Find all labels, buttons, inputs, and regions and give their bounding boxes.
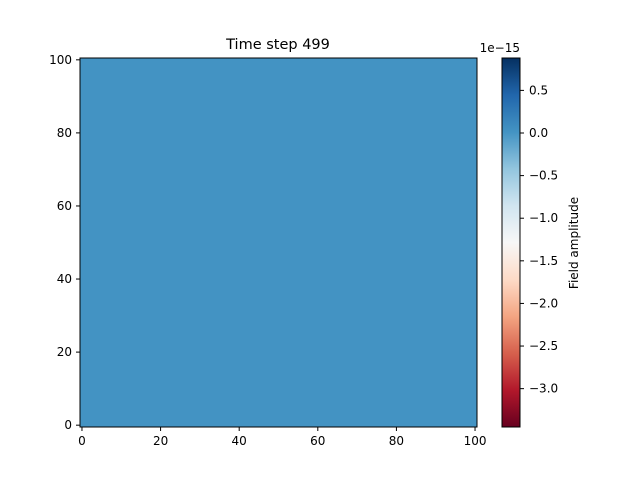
plot-frame	[79, 57, 478, 428]
y-tick-label: 60	[57, 199, 72, 213]
colorbar-tick-label: 0.5	[529, 83, 548, 97]
colorbar-bar	[501, 57, 521, 428]
chart-title: Time step 499	[225, 37, 330, 53]
y-tick-label: 20	[57, 345, 72, 359]
x-tick-label: 100	[464, 434, 487, 448]
y-axis: 0 20 40 60 80 100	[49, 53, 80, 432]
colorbar-label: Field amplitude	[567, 197, 581, 289]
colorbar-tick-label: −1.5	[529, 254, 558, 268]
colorbar: 0.5 0.0 −0.5 −1.0 −1.5 −2.0 −2.5 −3.0 1e−15 Fie…	[480, 41, 581, 428]
heatmap-field	[80, 58, 477, 427]
colorbar-tick-label: 0.0	[529, 126, 548, 140]
colorbar-tick-label: −3.0	[529, 382, 558, 396]
colorbar-tick-label: −0.5	[529, 169, 558, 183]
x-tick-label: 40	[232, 434, 247, 448]
y-tick-label: 40	[57, 272, 72, 286]
x-tick-label: 20	[153, 434, 168, 448]
colorbar-ticks: 0.5 0.0 −0.5 −1.0 −1.5 −2.0 −2.5 −3.0	[520, 83, 558, 396]
x-axis: 0 20 40 60 80 100	[78, 427, 486, 448]
colorbar-tick-label: −2.0	[529, 296, 558, 310]
y-tick-label: 100	[49, 53, 72, 67]
y-tick-label: 80	[57, 126, 72, 140]
y-tick-label: 0	[64, 418, 72, 432]
colorbar-offset-text: 1e−15	[480, 41, 520, 55]
plot-area	[79, 57, 478, 428]
colorbar-tick-label: −1.0	[529, 211, 558, 225]
x-tick-label: 80	[389, 434, 404, 448]
colorbar-tick-label: −2.5	[529, 339, 558, 353]
x-tick-label: 0	[78, 434, 86, 448]
x-tick-label: 60	[310, 434, 325, 448]
